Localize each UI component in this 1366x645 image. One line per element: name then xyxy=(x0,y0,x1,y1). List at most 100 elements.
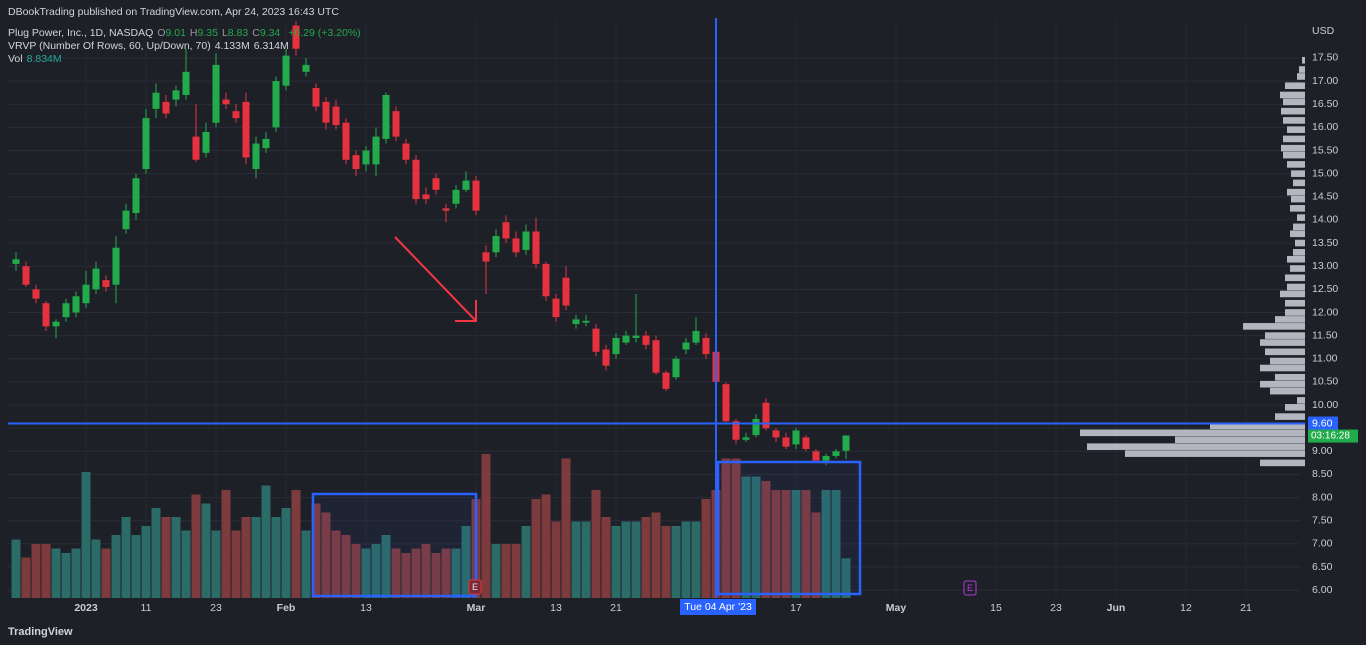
y-tick-label: 14.00 xyxy=(1312,214,1338,226)
crosshair-date-box xyxy=(680,599,756,615)
candle-body xyxy=(382,94,390,139)
candle-body xyxy=(472,180,480,211)
y-tick-label: 6.50 xyxy=(1312,561,1333,573)
volume-bar xyxy=(301,530,311,598)
volume-bar xyxy=(771,490,781,598)
volume-bar xyxy=(381,535,391,598)
candle-body xyxy=(522,231,530,250)
volume-bar xyxy=(221,490,231,598)
candle-body xyxy=(22,266,30,285)
candle-body xyxy=(622,335,630,343)
profile-row xyxy=(1175,436,1305,444)
profile-row xyxy=(1285,309,1305,316)
candle-body xyxy=(752,418,760,436)
volume-bar xyxy=(831,490,841,598)
candle-body xyxy=(782,437,790,447)
candle-body xyxy=(52,321,60,327)
profile-row xyxy=(1295,239,1305,247)
profile-row xyxy=(1243,323,1305,330)
volume-bar xyxy=(701,499,711,598)
candle-body xyxy=(122,210,130,230)
arrow-head xyxy=(455,300,477,322)
profile-row xyxy=(1290,230,1305,238)
volume-bar xyxy=(51,548,61,598)
volume-bar xyxy=(331,530,341,598)
candle-body xyxy=(302,64,310,72)
volume-bar xyxy=(641,517,651,598)
y-tick-label: 6.00 xyxy=(1312,584,1333,596)
drawing-arrow xyxy=(394,236,477,322)
candle-body xyxy=(842,435,850,451)
profile-row xyxy=(1287,255,1305,263)
candle-body xyxy=(532,231,540,264)
candle-body xyxy=(562,277,570,306)
profile-row xyxy=(1275,316,1305,323)
profile-row xyxy=(1285,299,1305,307)
y-tick-label: 10.50 xyxy=(1312,376,1338,388)
volume-bar xyxy=(161,517,171,598)
candle-body xyxy=(662,372,670,389)
candle-body xyxy=(312,88,320,107)
volume-bar xyxy=(801,490,811,598)
ohlc-value: 9.34 xyxy=(259,27,281,39)
volume-bar xyxy=(261,485,271,598)
candle-body xyxy=(232,111,240,119)
x-tick-label: 17 xyxy=(790,602,802,614)
profile-row xyxy=(1080,429,1305,437)
y-tick-label: 16.00 xyxy=(1312,121,1338,133)
y-tick-label: 8.00 xyxy=(1312,491,1333,503)
y-tick-label: 7.00 xyxy=(1312,538,1333,550)
profile-row xyxy=(1283,151,1305,159)
candle-body xyxy=(342,122,350,160)
volume-bar xyxy=(281,508,291,598)
volume-value: 8.834M xyxy=(26,53,62,65)
volume-bar xyxy=(651,512,661,598)
candle-body xyxy=(612,337,620,355)
profile-row xyxy=(1291,170,1305,177)
candle-body xyxy=(422,194,430,200)
volume-bar xyxy=(551,521,561,598)
candle-body xyxy=(572,319,580,325)
profile-row xyxy=(1283,117,1305,124)
volume-bar xyxy=(671,526,681,598)
profile-row xyxy=(1270,387,1305,395)
candle-body xyxy=(92,268,100,290)
profile-row xyxy=(1287,188,1305,196)
profile-row xyxy=(1290,265,1305,272)
crosshair-price-box xyxy=(1308,416,1338,431)
volume-bar xyxy=(731,458,741,598)
event-label: E xyxy=(967,583,973,593)
volume-bar xyxy=(811,512,821,598)
candle-body xyxy=(542,263,550,297)
candle-body xyxy=(682,342,690,350)
candle-body xyxy=(512,238,520,253)
y-tick-label: 8.50 xyxy=(1312,468,1333,480)
candle-body xyxy=(62,303,70,318)
profile-row xyxy=(1287,283,1305,291)
ohlc-value: 9.35 xyxy=(197,27,218,39)
crosshair-date-label: Tue 04 Apr '23 xyxy=(684,601,752,613)
candle-body xyxy=(452,189,460,204)
y-tick-label: 15.00 xyxy=(1312,167,1338,179)
y-tick-label: 7.50 xyxy=(1312,514,1333,526)
profile-row xyxy=(1265,348,1305,356)
volume-bar xyxy=(291,490,301,598)
volume-bar xyxy=(241,517,251,598)
volume-bar xyxy=(121,517,131,598)
volume-bar xyxy=(361,548,371,598)
volume-bar xyxy=(141,526,151,598)
x-tick-label: 21 xyxy=(610,602,622,614)
volume-bar xyxy=(561,458,571,598)
candle-body xyxy=(832,451,840,456)
candle-body xyxy=(252,143,260,170)
candle-body xyxy=(742,437,750,440)
x-tick-label: 21 xyxy=(1240,602,1252,614)
volume-bar xyxy=(601,517,611,598)
y-tick-label: 13.00 xyxy=(1312,260,1338,272)
volume-bar xyxy=(661,526,671,598)
candle-body xyxy=(42,303,50,327)
volume-bar xyxy=(721,458,731,598)
candle-body xyxy=(792,430,800,445)
profile-row xyxy=(1281,144,1305,152)
y-tick-label: 15.50 xyxy=(1312,144,1338,156)
